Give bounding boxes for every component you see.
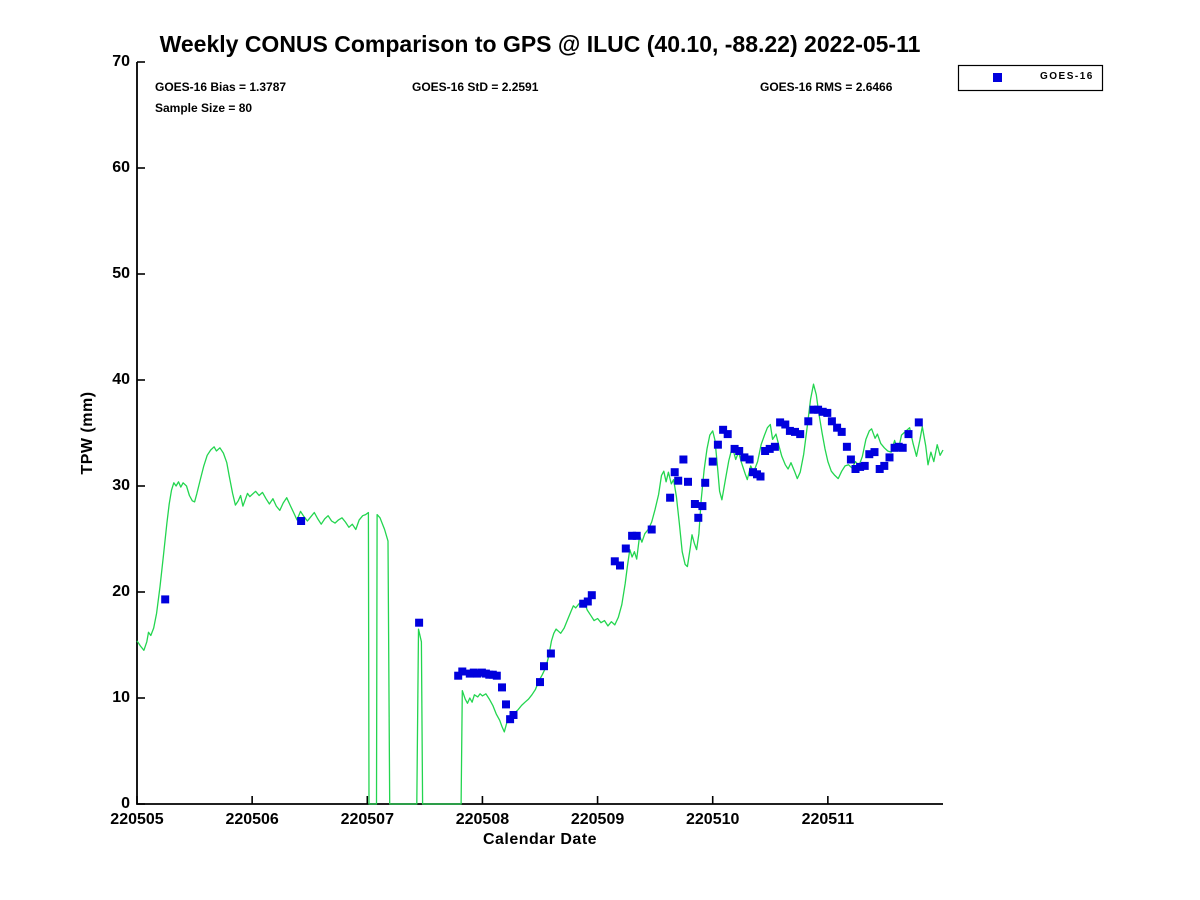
x-tick-label: 220508 [455, 811, 510, 828]
goes16-marker [814, 405, 823, 414]
goes16-marker [846, 455, 855, 464]
goes16-marker [875, 465, 884, 473]
goes16-marker [492, 671, 501, 680]
x-tick-label: 220510 [686, 811, 740, 828]
goes16-marker [818, 407, 827, 416]
goes16-marker [698, 502, 707, 511]
goes16-marker [904, 430, 913, 439]
stat-std: GOES-16 StD = 2.2591 [412, 80, 539, 94]
goes16-marker [719, 425, 728, 434]
goes16-marker [579, 599, 588, 608]
y-tick-label: 70 [112, 53, 130, 70]
goes16-marker [837, 427, 846, 436]
y-tick-label: 10 [112, 689, 130, 706]
goes16-marker [647, 525, 656, 534]
goes16-marker [723, 430, 732, 439]
goes16-marker [914, 418, 923, 427]
x-tick-label: 220507 [340, 811, 394, 828]
goes16-marker [885, 453, 894, 462]
goes16-marker [502, 700, 510, 709]
x-tick-label: 220506 [225, 811, 279, 828]
goes16-marker [865, 450, 874, 459]
goes16-marker [666, 493, 675, 502]
goes16-marker [670, 468, 679, 477]
goes16-marker [701, 478, 710, 487]
goes16-marker [587, 591, 596, 600]
goes16-marker [898, 443, 907, 452]
y-tick-label: 40 [112, 371, 130, 388]
legend-box [957, 64, 1104, 92]
y-tick-label: 60 [112, 159, 130, 176]
goes16-marker [694, 513, 703, 522]
goes16-marker [610, 557, 619, 566]
y-tick-label: 0 [121, 795, 130, 812]
y-axis-label: TPW (mm) [79, 391, 96, 475]
goes16-marker [796, 430, 805, 439]
goes16-marker [870, 448, 879, 457]
goes16-marker [761, 447, 770, 455]
goes16-marker [823, 408, 832, 417]
goes16-marker [509, 711, 518, 719]
goes16-marker [785, 426, 794, 435]
goes16-marker [161, 595, 170, 604]
goes16-marker [690, 500, 699, 508]
y-tick-label: 50 [112, 265, 130, 282]
goes16-marker [583, 597, 592, 606]
goes16-marker [684, 477, 692, 486]
goes16-marker [632, 531, 641, 540]
x-axis-label: Calendar Date [482, 831, 598, 848]
y-tick-label: 20 [112, 583, 130, 600]
stat-rms: GOES-16 RMS = 2.6466 [760, 80, 893, 94]
goes16-marker [540, 662, 548, 671]
goes16-marker [776, 418, 785, 427]
goes16-marker [851, 465, 860, 473]
goes16-marker [498, 683, 506, 692]
y-tick-label: 30 [112, 477, 130, 494]
goes16-marker [473, 669, 482, 678]
goes16-marker [458, 667, 467, 676]
plot-title: Weekly CONUS Comparison to GPS @ ILUC (4… [159, 31, 921, 57]
goes16-marker [842, 442, 851, 451]
goes16-marker [827, 417, 836, 426]
goes16-marker [735, 447, 744, 455]
goes16-marker [415, 618, 424, 627]
goes16-marker [628, 531, 637, 540]
goes16-marker [745, 455, 754, 464]
goes16-marker [454, 671, 463, 680]
goes16-marker [616, 561, 624, 570]
goes16-marker [506, 715, 515, 724]
goes16-marker [860, 461, 869, 470]
goes16-marker [674, 476, 683, 485]
goes16-marker [770, 442, 779, 451]
x-tick-label: 220505 [110, 811, 164, 828]
goes16-marker [781, 420, 790, 429]
goes16-marker [536, 678, 544, 687]
stat-bias: GOES-16 Bias = 1.3787 [155, 80, 287, 94]
goes16-marker [765, 444, 774, 453]
legend-entry-label: GOES-16 [1040, 71, 1094, 82]
goes16-marker [804, 417, 813, 426]
goes16-marker [546, 649, 555, 658]
x-tick-label: 220511 [801, 811, 855, 828]
goes16-marker [740, 453, 749, 462]
goes16-marker [730, 444, 739, 453]
goes16-marker [679, 455, 688, 464]
goes16-marker [297, 517, 306, 525]
goes16-marker [833, 423, 842, 432]
goes16-marker [809, 405, 818, 414]
goes16-marker [856, 462, 865, 471]
goes16-marker [713, 440, 722, 449]
goes16-marker [756, 472, 765, 481]
goes16-marker [880, 461, 889, 470]
x-tick-label: 220509 [570, 811, 625, 828]
goes16-marker [708, 457, 717, 466]
gps-line-series [136, 383, 944, 805]
legend-marker-swatch [993, 73, 1002, 82]
stat-sample-size: Sample Size = 80 [155, 101, 253, 115]
goes16-marker [791, 427, 799, 436]
goes16-marker [621, 544, 630, 553]
goes16-marker [890, 443, 899, 452]
